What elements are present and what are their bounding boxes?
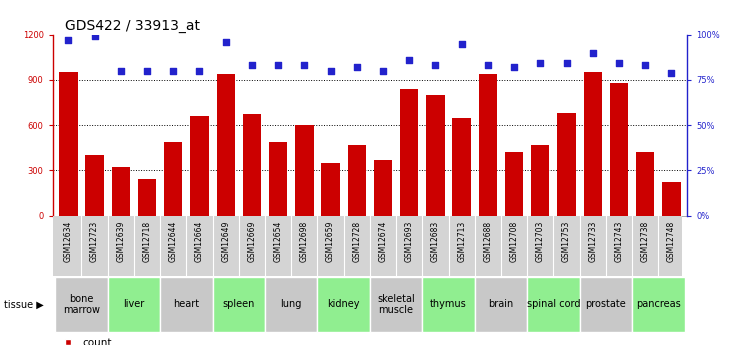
Text: GSM12693: GSM12693 [405,220,414,262]
Bar [213,277,265,332]
Point [194,68,205,73]
Text: GSM12664: GSM12664 [195,220,204,262]
Point [141,68,153,73]
Point [351,64,363,70]
Point [613,61,625,66]
Text: tissue ▶: tissue ▶ [4,299,43,309]
Bar [317,277,370,332]
Text: GSM12634: GSM12634 [64,220,73,262]
Bar [423,277,474,332]
Text: prostate: prostate [586,299,626,309]
Text: GSM12703: GSM12703 [536,220,545,262]
Bar [583,72,602,216]
Point [534,61,546,66]
Text: GSM12649: GSM12649 [221,220,230,262]
Bar [216,74,235,216]
Text: GSM12713: GSM12713 [457,220,466,262]
Bar [580,277,632,332]
Bar [374,160,392,216]
Point [561,61,572,66]
Bar [56,277,107,332]
Text: GSM12639: GSM12639 [116,220,125,262]
Point [665,70,677,75]
Point [115,68,126,73]
Text: GSM12708: GSM12708 [510,220,518,262]
Bar [243,115,261,216]
Bar [531,145,550,216]
Text: GDS422 / 33913_at: GDS422 / 33913_at [65,19,200,33]
Bar [295,125,314,216]
Bar [452,118,471,216]
Bar [527,277,580,332]
Bar [86,155,104,216]
Text: GSM12698: GSM12698 [300,220,308,262]
Text: GSM12738: GSM12738 [640,220,650,262]
Text: spinal cord: spinal cord [526,299,580,309]
Text: GSM12723: GSM12723 [90,220,99,262]
Point [63,37,75,43]
Text: GSM12748: GSM12748 [667,220,676,262]
Text: spleen: spleen [223,299,255,309]
Bar [479,74,497,216]
Text: GSM12669: GSM12669 [247,220,257,262]
Text: GSM12644: GSM12644 [169,220,178,262]
Bar [370,277,423,332]
Bar [400,89,418,216]
Text: GSM12659: GSM12659 [326,220,335,262]
Text: thymus: thymus [430,299,467,309]
Bar [322,163,340,216]
Point [298,62,310,68]
Point [377,68,389,73]
Point [508,64,520,70]
Text: pancreas: pancreas [636,299,681,309]
Point [220,39,232,45]
Bar [474,277,527,332]
Point [167,68,179,73]
Bar [636,152,654,216]
Bar [160,277,213,332]
Text: brain: brain [488,299,514,309]
Bar [269,142,287,216]
Text: GSM12753: GSM12753 [562,220,571,262]
Point [272,62,284,68]
Bar [265,277,317,332]
Point [404,57,415,62]
Point [246,62,258,68]
Point [587,50,599,55]
Text: heart: heart [173,299,200,309]
Text: liver: liver [124,299,145,309]
Text: bone
marrow: bone marrow [63,294,100,315]
Text: GSM12683: GSM12683 [431,220,440,262]
Bar [112,167,130,216]
Text: GSM12743: GSM12743 [615,220,624,262]
Bar [107,277,160,332]
Text: GSM12674: GSM12674 [379,220,387,262]
Bar [190,116,208,216]
Legend: count, percentile rank within the sample: count, percentile rank within the sample [58,338,259,345]
Point [430,62,442,68]
Point [88,33,100,39]
Point [640,62,651,68]
Text: GSM12718: GSM12718 [143,220,151,262]
Bar [557,113,576,216]
Bar [348,145,366,216]
Bar [632,277,684,332]
Bar [59,72,77,216]
Point [482,62,493,68]
Text: GSM12728: GSM12728 [352,220,361,262]
Text: GSM12654: GSM12654 [273,220,283,262]
Text: lung: lung [281,299,302,309]
Text: GSM12733: GSM12733 [588,220,597,262]
Bar [505,152,523,216]
Text: GSM12688: GSM12688 [483,220,493,262]
Bar [426,95,444,216]
Bar [610,83,628,216]
Bar [662,183,681,216]
Text: kidney: kidney [327,299,360,309]
Bar [138,179,156,216]
Point [325,68,336,73]
Text: skeletal
muscle: skeletal muscle [377,294,415,315]
Point [456,41,468,46]
Bar [164,142,183,216]
